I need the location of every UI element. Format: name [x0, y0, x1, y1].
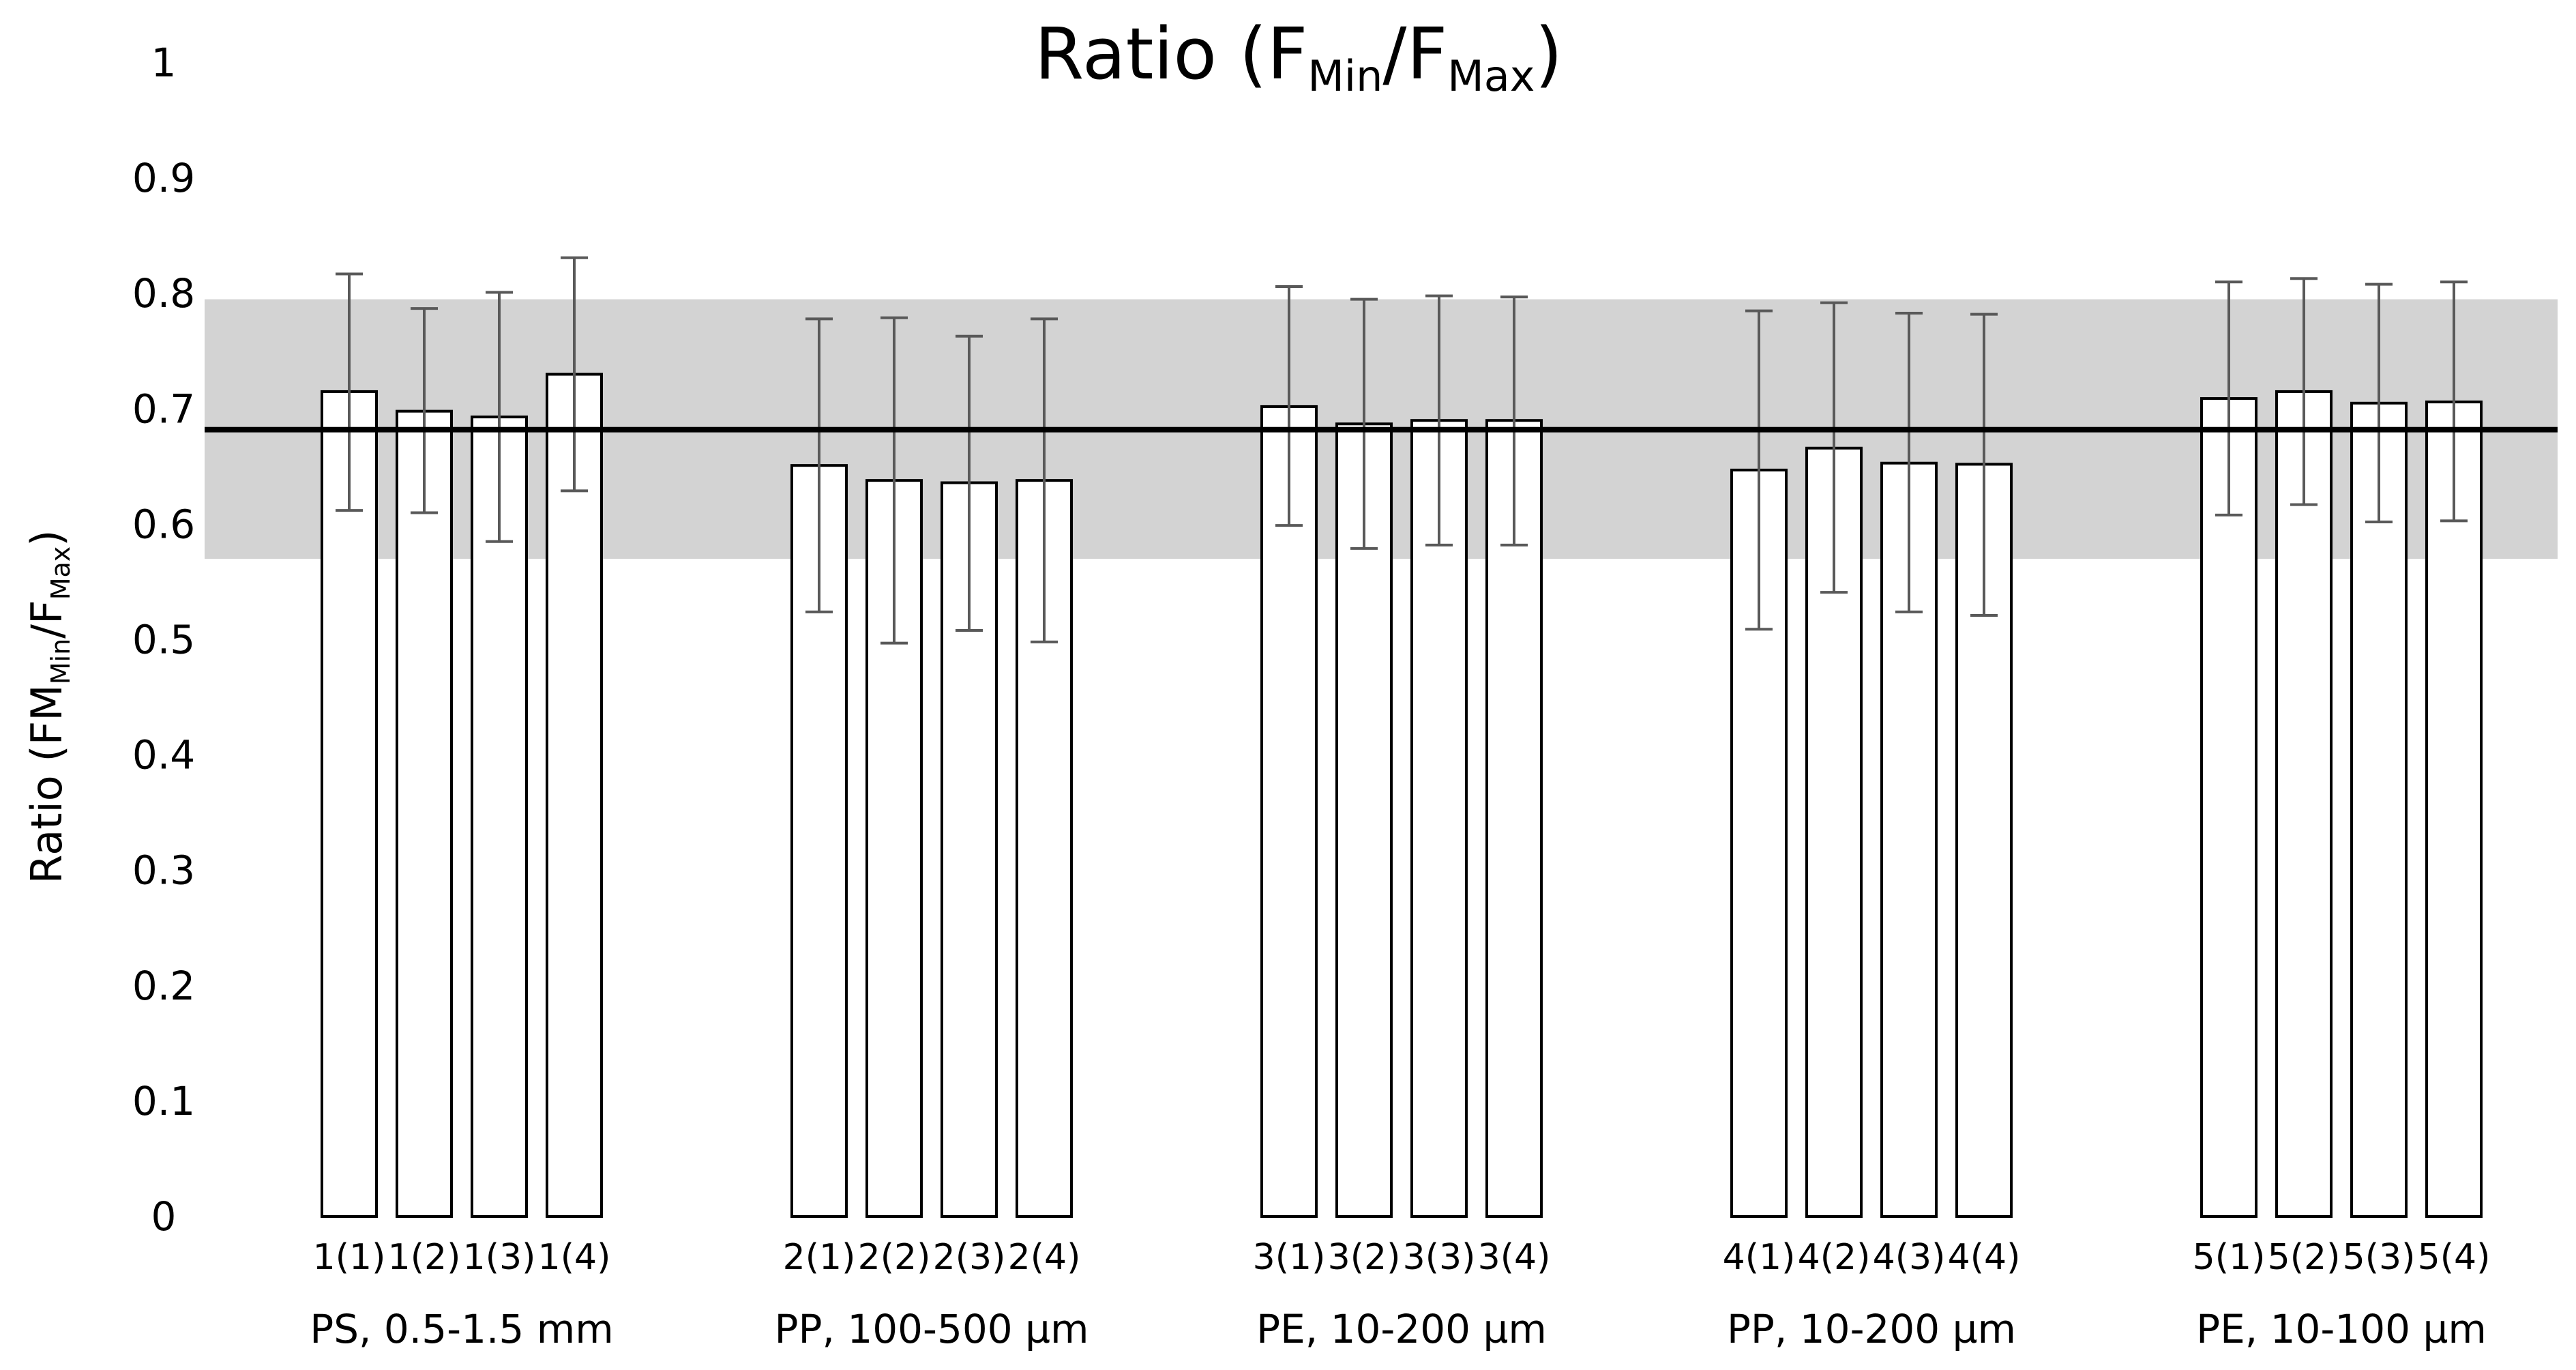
bar	[321, 390, 378, 1218]
bar	[2350, 401, 2408, 1218]
y-tick-label: 1	[151, 40, 177, 86]
x-category-label: 4(2)	[1798, 1237, 1871, 1278]
bar	[1410, 419, 1468, 1219]
error-bar	[336, 272, 363, 512]
x-group-labels: PS, 0.5-1.5 mm PP, 100-500 µm PE, 10-200 µ…	[310, 1306, 2487, 1352]
bar	[2275, 390, 2333, 1218]
x-category-label: 2(3)	[933, 1237, 1006, 1278]
x-group-label: PS, 0.5-1.5 mm	[310, 1306, 614, 1352]
title-main: Ratio (F	[1035, 12, 1307, 96]
ylabel-end: )	[22, 530, 72, 546]
bar	[1260, 405, 1318, 1219]
error-bar	[486, 291, 513, 543]
bar	[2425, 400, 2483, 1218]
error-bar	[1031, 317, 1058, 643]
x-category-label: 1(4)	[538, 1237, 611, 1278]
error-bar	[2215, 280, 2242, 516]
error-bar	[1500, 295, 1528, 546]
x-category-label: 3(3)	[1403, 1237, 1476, 1278]
x-category-label: 3(1)	[1253, 1237, 1326, 1278]
title-end: )	[1535, 12, 1563, 96]
error-bar	[411, 307, 438, 514]
x-category-label: 1(3)	[463, 1237, 536, 1278]
bar	[865, 479, 923, 1219]
y-tick-label: 0.3	[132, 847, 195, 894]
x-category-label: 3(4)	[1478, 1237, 1551, 1278]
ylabel-mid: /F	[22, 600, 72, 639]
error-bar	[1970, 312, 1998, 617]
x-category-label: 5(1)	[2193, 1237, 2266, 1278]
error-bar	[2290, 277, 2318, 506]
bar	[396, 409, 453, 1218]
x-group-label: PE, 10-100 µm	[2196, 1306, 2487, 1352]
x-category-label: 5(3)	[2343, 1237, 2416, 1278]
x-category-labels: 1(1) 1(2) 1(3) 1(4) 2(1) 2(2) 2(3) 2(4) 3(1) 3(2)…	[313, 1237, 2491, 1278]
ylabel-sub-max: Max	[46, 546, 76, 600]
x-category-label: 4(1)	[1723, 1237, 1796, 1278]
y-tick-label: 0.9	[132, 155, 195, 201]
bars-layer	[321, 373, 2483, 1219]
x-category-label: 2(1)	[783, 1237, 856, 1278]
bar	[1485, 419, 1543, 1219]
x-category-label: 1(2)	[388, 1237, 461, 1278]
error-bar	[1820, 301, 1848, 594]
bar	[2200, 397, 2257, 1218]
error-bar	[1425, 294, 1453, 546]
y-tick-label: 0.4	[132, 732, 195, 778]
x-category-label: 5(4)	[2418, 1237, 2491, 1278]
error-bar	[880, 316, 908, 645]
x-group-label: PP, 10-200 µm	[1727, 1306, 2016, 1352]
y-tick-label: 0.5	[132, 617, 195, 663]
title-sub-min: Min	[1307, 51, 1382, 101]
title-sub-max: Max	[1447, 51, 1535, 101]
y-axis-label: Ratio (FMMin/FMax)	[22, 530, 76, 884]
y-tick-label: 0.1	[132, 1078, 195, 1124]
error-bar	[2440, 280, 2468, 523]
x-group-label: PE, 10-200 µm	[1256, 1306, 1547, 1352]
x-category-label: 3(2)	[1328, 1237, 1401, 1278]
x-category-label: 5(2)	[2268, 1237, 2341, 1278]
title-mid: /F	[1382, 12, 1447, 96]
x-category-label: 2(2)	[858, 1237, 931, 1278]
y-tick-label: 0	[151, 1193, 177, 1240]
error-bar	[805, 317, 833, 613]
error-bar	[1895, 311, 1923, 613]
y-tick-label: 0.7	[132, 385, 195, 432]
y-tick-labels: 0 0.1 0.2 0.3 0.4 0.5 0.6 0.7 0.8 0.9 1	[132, 40, 195, 1240]
error-bar	[2365, 282, 2393, 524]
error-bar	[561, 256, 588, 493]
ylabel-sub-min: Min	[46, 639, 76, 684]
error-bars-layer	[336, 256, 2468, 645]
chart-title: Ratio (FMin/FMax)	[1035, 12, 1563, 101]
error-bar	[956, 334, 983, 632]
error-bar	[1275, 285, 1303, 527]
x-category-label: 1(1)	[313, 1237, 386, 1278]
y-tick-label: 0.8	[132, 270, 195, 317]
y-tick-label: 0.6	[132, 501, 195, 547]
x-group-label: PP, 100-500 µm	[775, 1306, 1089, 1352]
x-category-label: 2(4)	[1008, 1237, 1081, 1278]
y-tick-label: 0.2	[132, 963, 195, 1009]
bar	[546, 373, 603, 1219]
ylabel-main: Ratio (FM	[22, 684, 72, 884]
error-bar	[1350, 297, 1378, 550]
x-category-label: 4(4)	[1948, 1237, 2021, 1278]
bar	[471, 416, 528, 1219]
error-bar	[1745, 309, 1773, 631]
x-category-label: 4(3)	[1873, 1237, 1946, 1278]
